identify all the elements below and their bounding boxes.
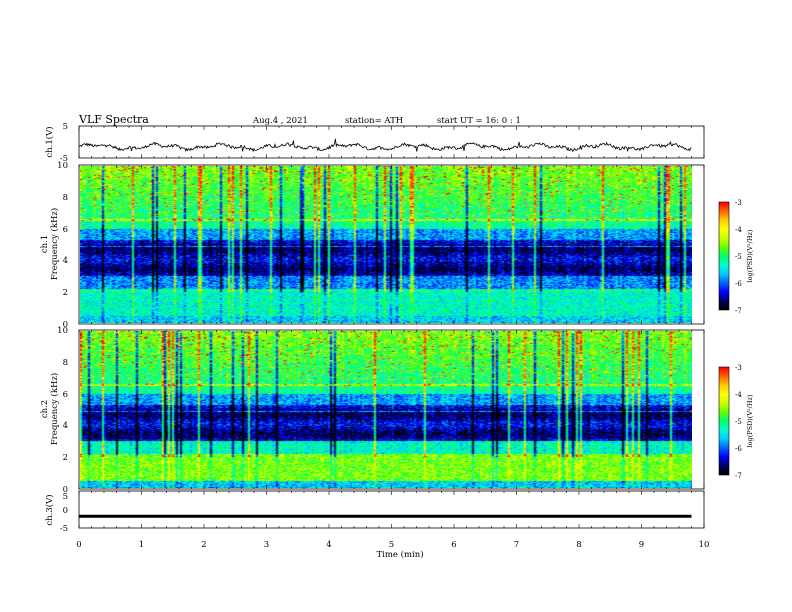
ch2-spectrogram-panel: 0 2 4 6 8 10 ch.2Frequency (kHz) xyxy=(40,326,705,495)
ch2-ytick-8: 8 xyxy=(63,358,68,368)
ch2-colorbar-frame xyxy=(718,366,730,476)
ylabel-line-1: Frequency (kHz) xyxy=(49,208,60,280)
ch1-colorbar-gradient xyxy=(719,202,729,310)
ch1-colorbar-label: log(PSD)(V²/Hz) xyxy=(746,229,754,282)
ch1-waveform-ylabel: ch.1(V) xyxy=(44,126,55,157)
x-tick-label: 10 xyxy=(699,540,710,550)
ch1-cbar-tick-m5: -5 xyxy=(735,253,742,261)
ch1-colorbar: -3 -4 -5 -6 -7 log(PSD)(V²/Hz) xyxy=(718,199,754,315)
x-tick-label: 4 xyxy=(326,540,331,550)
x-axis-tick-labels: 0 1 2 3 4 5 6 7 8 9 10 xyxy=(76,540,709,550)
ch2-spectrogram-ticks xyxy=(78,330,705,489)
ch2-ytick-2: 2 xyxy=(63,453,68,463)
x-tick-label: 1 xyxy=(139,540,144,550)
ch3-ytick-0: 0 xyxy=(63,506,68,516)
start-ut-label: start UT = 16: 0 : 1 xyxy=(437,116,521,126)
ch1-cbar-tick-m6: -6 xyxy=(735,280,742,288)
ch2-colorbar-label: log(PSD)(V²/Hz) xyxy=(746,394,754,447)
figure-title: VLF Spectra xyxy=(78,113,149,126)
ch1-cbar-tick-m7: -7 xyxy=(735,307,742,315)
ch1-waveform-trace xyxy=(78,138,692,153)
ch1-wave-ytick-bottom: -5 xyxy=(60,154,68,164)
ch2-cbar-tick-m4: -4 xyxy=(735,391,742,399)
date-label: Aug.4 , 2021 xyxy=(252,116,308,126)
ch2-cbar-tick-m5: -5 xyxy=(735,418,742,426)
ch1-ytick-6: 6 xyxy=(63,225,68,235)
ch2-cbar-tick-m6: -6 xyxy=(735,445,742,453)
ch1-cbar-tick-m4: -4 xyxy=(735,226,742,234)
ch2-ytick-4: 4 xyxy=(63,421,68,431)
ch1-spectrogram-ylabel: ch.1Frequency (kHz) xyxy=(40,208,60,280)
ch1-ytick-8: 8 xyxy=(63,193,68,203)
station-label: station= ATH xyxy=(345,116,403,126)
ch3-waveform-ylabel: ch.3(V) xyxy=(44,494,55,525)
ch1-ytick-10: 10 xyxy=(57,161,68,171)
ch1-colorbar-frame xyxy=(718,201,730,311)
ch1-ytick-4: 4 xyxy=(63,256,68,266)
ch1-waveform-ticks xyxy=(78,126,705,158)
x-tick-label: 6 xyxy=(451,540,456,550)
ch2-colorbar: -3 -4 -5 -6 -7 log(PSD)(V²/Hz) xyxy=(718,364,754,480)
ch2-spectrogram-ylabel: ch.2Frequency (kHz) xyxy=(40,373,60,445)
ch2-cbar-tick-m7: -7 xyxy=(735,472,742,480)
ylabel-line-1: Frequency (kHz) xyxy=(49,373,60,445)
ch2-ytick-0: 0 xyxy=(63,485,68,495)
ch1-ytick-2: 2 xyxy=(63,288,68,298)
x-tick-label: 8 xyxy=(576,540,581,550)
ch1-ytick-0: 0 xyxy=(63,320,68,330)
ch2-ytick-6: 6 xyxy=(63,390,68,400)
ch1-waveform-panel: 5 -5 ch.1(V) xyxy=(44,122,705,164)
ch1-spectrogram-ticks xyxy=(78,165,705,324)
x-tick-label: 0 xyxy=(76,540,81,550)
ch1-wave-ytick-top: 5 xyxy=(63,122,68,132)
ch3-ytick-m5: -5 xyxy=(60,524,68,534)
x-tick-label: 9 xyxy=(639,540,644,550)
ch2-cbar-tick-m3: -3 xyxy=(735,364,742,372)
ch2-ytick-10: 10 xyxy=(57,326,68,336)
ch3-ytick-5: 5 xyxy=(63,492,68,502)
ch2-colorbar-gradient xyxy=(719,367,729,475)
ch3-waveform-panel: 5 0 -5 ch.3(V) 0 1 2 3 4 5 6 7 8 9 10 Time (min) xyxy=(44,490,709,560)
ch1-cbar-tick-m3: -3 xyxy=(735,199,742,207)
ylabel-line-0: ch.2 xyxy=(40,400,50,418)
x-tick-label: 7 xyxy=(514,540,519,550)
x-tick-label: 5 xyxy=(389,540,394,550)
ch1-spectrogram-panel: 0 2 4 6 8 10 ch.1Frequency (kHz) xyxy=(40,161,705,330)
x-axis-label: Time (min) xyxy=(376,549,423,560)
x-tick-label: 2 xyxy=(201,540,206,550)
ch2-spectrogram-image xyxy=(80,331,692,488)
ch1-spectrogram-image xyxy=(80,166,692,323)
x-tick-label: 3 xyxy=(264,540,269,550)
ylabel-line-0: ch.1 xyxy=(40,235,50,253)
ch3-waveform-ticks xyxy=(78,491,705,528)
